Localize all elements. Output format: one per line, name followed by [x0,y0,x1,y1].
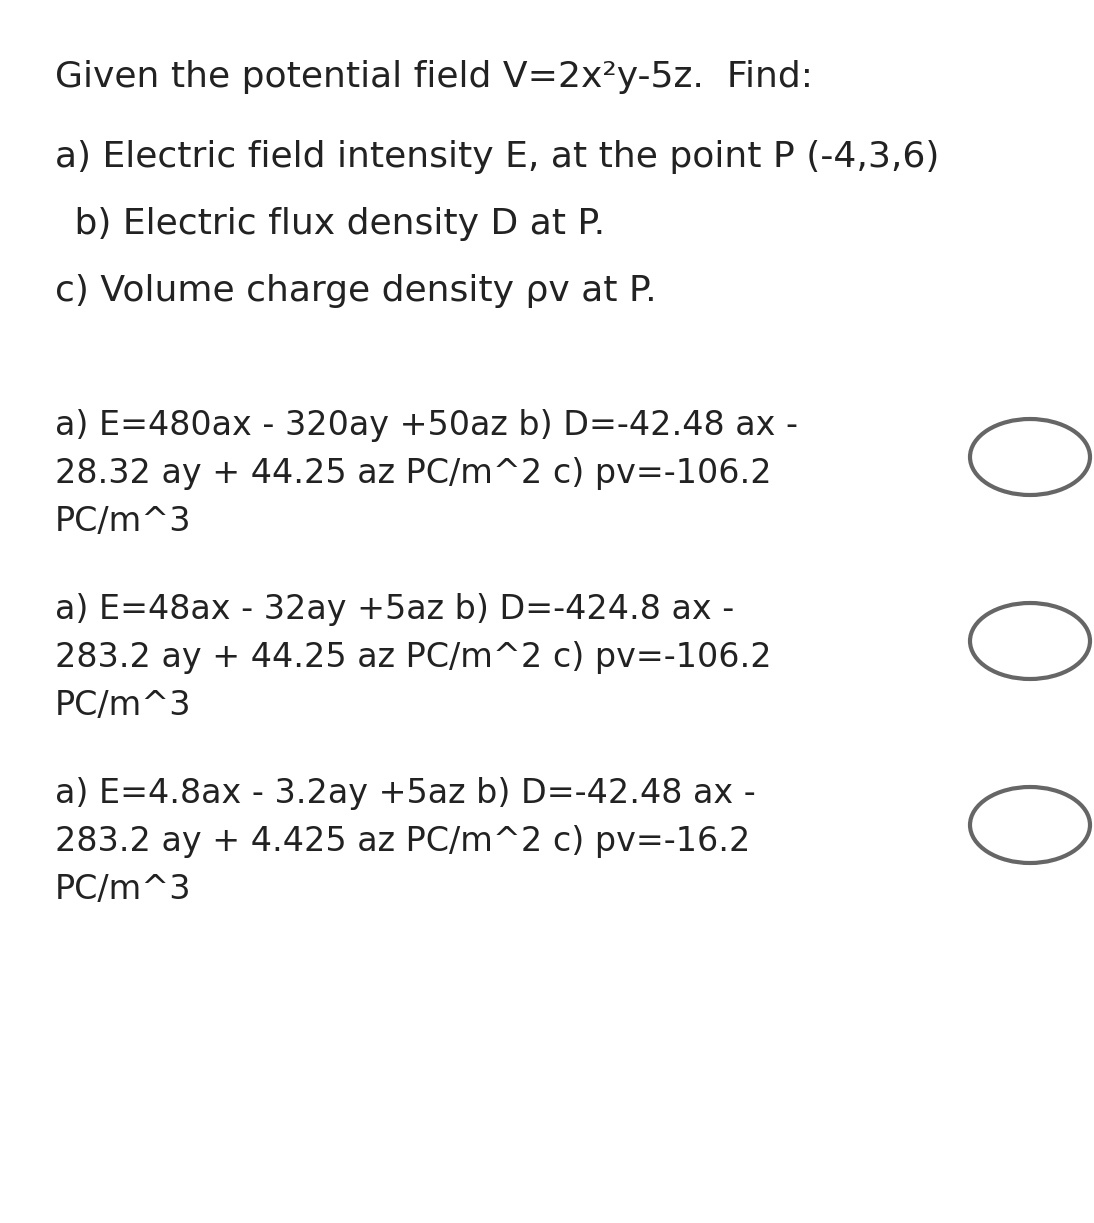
Text: PC/m^3: PC/m^3 [55,505,191,538]
Text: a) E=48ax - 32ay +5az b) D=-424.8 ax -: a) E=48ax - 32ay +5az b) D=-424.8 ax - [55,593,734,626]
Text: c) Volume charge density ρv at P.: c) Volume charge density ρv at P. [55,274,656,308]
Text: a) E=4.8ax - 3.2ay +5az b) D=-42.48 ax -: a) E=4.8ax - 3.2ay +5az b) D=-42.48 ax - [55,777,756,810]
Text: 283.2 ay + 4.425 az PC/m^2 c) pv=-16.2: 283.2 ay + 4.425 az PC/m^2 c) pv=-16.2 [55,826,750,859]
Text: a) Electric field intensity E, at the point P (-4,3,6): a) Electric field intensity E, at the po… [55,139,940,174]
Text: b) Electric flux density D at P.: b) Electric flux density D at P. [63,207,605,241]
Text: PC/m^3: PC/m^3 [55,873,191,906]
Text: Given the potential field V=2x²y-5z.  Find:: Given the potential field V=2x²y-5z. Fin… [55,60,813,94]
Text: 28.32 ay + 44.25 az PC/m^2 c) pv=-106.2: 28.32 ay + 44.25 az PC/m^2 c) pv=-106.2 [55,457,771,490]
Text: PC/m^3: PC/m^3 [55,689,191,722]
Text: 283.2 ay + 44.25 az PC/m^2 c) pv=-106.2: 283.2 ay + 44.25 az PC/m^2 c) pv=-106.2 [55,641,771,674]
Text: a) E=480ax - 320ay +50az b) D=-42.48 ax -: a) E=480ax - 320ay +50az b) D=-42.48 ax … [55,408,798,442]
